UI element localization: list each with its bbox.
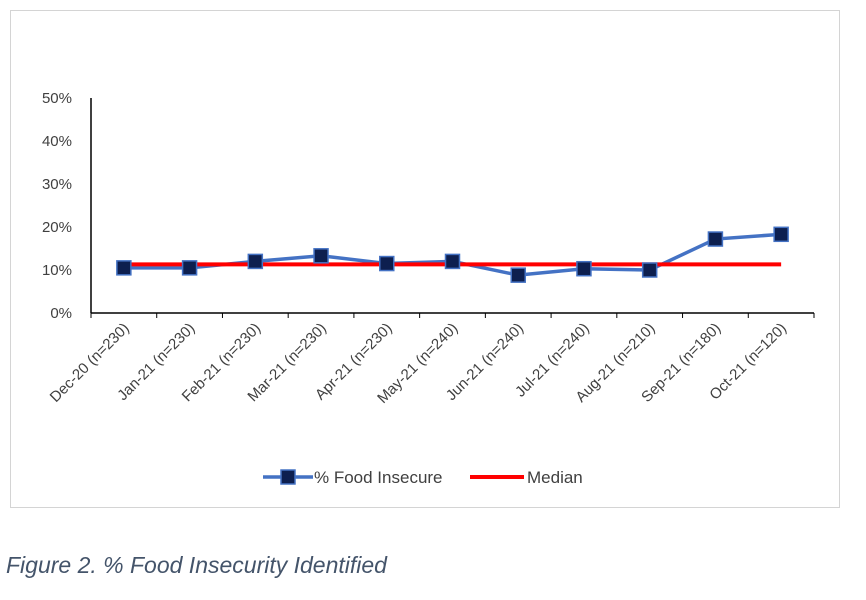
data-point-marker xyxy=(576,260,592,277)
y-tick-label: 10% xyxy=(42,262,72,279)
legend-food-insecure-label: % Food Insecure xyxy=(314,468,443,487)
data-point-marker xyxy=(313,248,329,264)
legend-median-label: Median xyxy=(527,468,583,487)
data-point-marker xyxy=(181,260,198,276)
y-tick-label: 40% xyxy=(42,133,72,150)
data-point-marker xyxy=(641,262,658,278)
figure-caption: Figure 2. % Food Insecurity Identified xyxy=(6,552,387,578)
y-tick-label: 0% xyxy=(50,305,72,322)
chart-frame xyxy=(10,10,840,508)
data-point-marker xyxy=(773,226,789,243)
data-point-marker xyxy=(379,255,395,272)
y-tick-label: 30% xyxy=(42,176,72,193)
data-point-marker xyxy=(707,231,724,247)
data-point-marker xyxy=(444,253,461,270)
y-tick-label: 20% xyxy=(42,219,72,236)
line-chart: 0%10%20%30%40%50%Dec-20 (n=230)Jan-21 (n… xyxy=(42,90,815,487)
data-point-marker xyxy=(510,267,526,283)
data-point-marker xyxy=(116,260,132,276)
data-point-marker xyxy=(247,253,264,270)
y-tick-label: 50% xyxy=(42,90,72,107)
legend-food-insecure-marker xyxy=(280,469,296,485)
